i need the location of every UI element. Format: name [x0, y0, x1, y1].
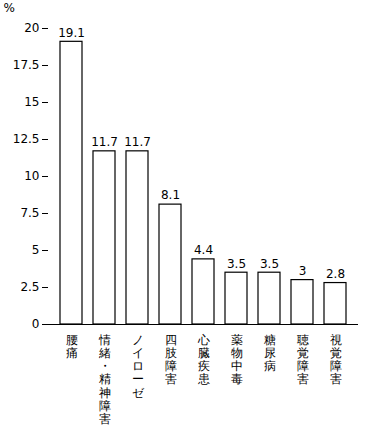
svg-text:11.7: 11.7 — [124, 135, 151, 149]
svg-text:情緒・精神障害: 情緒・精神障害 — [98, 333, 111, 426]
svg-text:%: % — [4, 1, 15, 15]
svg-text:腰痛: 腰痛 — [66, 333, 78, 360]
svg-text:4.4: 4.4 — [194, 243, 213, 257]
svg-text:12.5: 12.5 — [13, 132, 40, 146]
svg-text:3.5: 3.5 — [227, 257, 246, 271]
svg-text:17.5: 17.5 — [13, 58, 40, 72]
svg-text:薬物中毒: 薬物中毒 — [231, 333, 243, 387]
svg-text:2.8: 2.8 — [326, 267, 345, 281]
svg-text:視覚障害: 視覚障害 — [330, 333, 342, 387]
svg-text:2.5: 2.5 — [20, 280, 39, 294]
svg-text:11.7: 11.7 — [91, 135, 118, 149]
svg-text:8.1: 8.1 — [161, 188, 180, 202]
svg-text:20: 20 — [24, 21, 39, 35]
svg-text:四肢障害: 四肢障害 — [165, 333, 177, 387]
svg-text:19.1: 19.1 — [58, 26, 85, 40]
svg-text:聴覚障害: 聴覚障害 — [297, 333, 309, 387]
svg-text:0: 0 — [32, 317, 40, 331]
svg-text:10: 10 — [24, 169, 39, 183]
svg-text:15: 15 — [24, 95, 39, 109]
svg-text:3: 3 — [299, 264, 307, 278]
svg-text:5: 5 — [32, 243, 40, 257]
svg-text:心臓疾患: 心臓疾患 — [197, 333, 210, 387]
svg-text:糖尿病: 糖尿病 — [264, 333, 276, 373]
svg-text:ノイローゼ: ノイローゼ — [132, 333, 145, 400]
svg-text:3.5: 3.5 — [260, 257, 279, 271]
svg-text:7.5: 7.5 — [20, 206, 39, 220]
